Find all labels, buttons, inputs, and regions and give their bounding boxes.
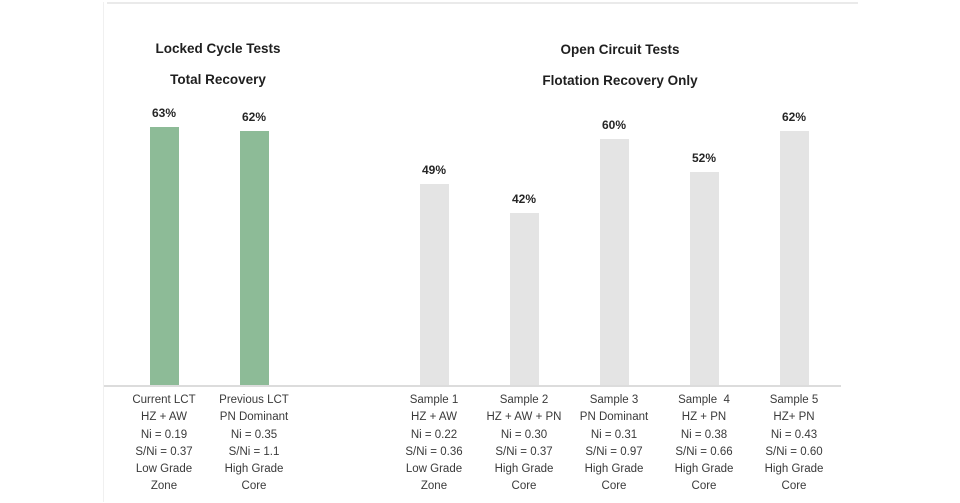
bar-value-label: 52% (691, 151, 717, 165)
category-line: HZ + AW (141, 411, 187, 424)
category-line: Core (511, 480, 537, 493)
bar-category-label: Sample 3 PN Dominant Ni = 0.31 S/Ni = 0.97 H… (554, 392, 674, 496)
bar-value-label: 49% (421, 163, 447, 177)
category-line: HZ + PN (681, 411, 727, 424)
category-line: Core (781, 480, 807, 493)
category-line: Current LCT (132, 394, 196, 406)
category-line: Ni = 0.30 (500, 428, 548, 441)
chart-frame-left-border (103, 2, 104, 502)
category-line: Previous LCT (219, 394, 289, 406)
category-line: High Grade (764, 463, 824, 476)
category-line: Ni = 0.35 (230, 428, 278, 441)
category-line: Sample 2 (499, 394, 549, 406)
category-line: Zone (420, 480, 448, 493)
category-line: Core (241, 480, 267, 493)
chart-frame-top-border (107, 2, 858, 4)
category-line: S/Ni = 0.36 (405, 445, 463, 458)
category-line: S/Ni = 0.37 (135, 445, 193, 458)
category-line: Ni = 0.22 (410, 428, 458, 441)
category-line: High Grade (224, 463, 284, 476)
category-line: Ni = 0.43 (770, 428, 818, 441)
bar-value-label: 63% (151, 106, 177, 120)
category-line: Core (601, 480, 627, 493)
category-line: PN Dominant (579, 411, 649, 424)
bar-category-label: Sample 5 HZ+ PN Ni = 0.43 S/Ni = 0.60 High G… (734, 392, 854, 496)
bar-category-label: Sample 4 HZ + PN Ni = 0.38 S/Ni = 0.66 High … (644, 392, 764, 496)
bar-lct-1 (149, 127, 179, 385)
category-line: Core (691, 480, 717, 493)
category-line: HZ + AW + PN (486, 411, 562, 424)
total-recovery-subtitle: Total Recovery (170, 72, 266, 87)
category-line: PN Dominant (219, 411, 289, 424)
bar-sample-2 (509, 213, 539, 385)
category-line: Zone (150, 480, 178, 493)
category-line: S/Ni = 0.97 (585, 445, 643, 458)
category-line: Ni = 0.31 (590, 428, 638, 441)
category-line: S/Ni = 1.1 (228, 445, 280, 458)
category-line: Sample 4 (678, 394, 730, 406)
bar-sample-5 (779, 131, 809, 385)
x-axis-line (104, 385, 841, 387)
category-line: S/Ni = 0.37 (495, 445, 553, 458)
category-line: HZ + AW (411, 411, 457, 424)
bar-sample-3 (599, 139, 629, 385)
category-line: Low Grade (405, 463, 463, 476)
category-line: Sample 5 (769, 394, 819, 406)
category-line: High Grade (494, 463, 554, 476)
open-circuit-tests-title: Open Circuit Tests (560, 42, 680, 57)
category-line: Ni = 0.19 (140, 428, 188, 441)
category-line: Sample 1 (409, 394, 459, 406)
bar-sample-1 (419, 184, 449, 385)
bar-category-label: Current LCT HZ + AW Ni = 0.19 S/Ni = 0.37 Lo… (104, 392, 224, 496)
flotation-recovery-subtitle: Flotation Recovery Only (542, 73, 698, 88)
category-line: High Grade (584, 463, 644, 476)
category-line: HZ+ PN (773, 411, 815, 424)
bar-value-label: 42% (511, 192, 537, 206)
bar-category-label: Previous LCT PN Dominant Ni = 0.35 S/Ni = 1… (194, 392, 314, 496)
locked-cycle-tests-title: Locked Cycle Tests (155, 41, 281, 56)
bar-value-label: 62% (241, 110, 267, 124)
bar-value-label: 62% (781, 110, 807, 124)
category-line: Sample 3 (589, 394, 639, 406)
category-line: Ni = 0.38 (680, 428, 728, 441)
category-line: S/Ni = 0.66 (675, 445, 733, 458)
category-line: Low Grade (135, 463, 193, 476)
bar-category-label: Sample 1 HZ + AW Ni = 0.22 S/Ni = 0.36 Low G… (374, 392, 494, 496)
bar-sample-4 (689, 172, 719, 385)
bar-lct-2 (239, 131, 269, 385)
category-line: High Grade (674, 463, 734, 476)
bar-category-label: Sample 2 HZ + AW + PN Ni = 0.30 S/Ni = 0.37… (464, 392, 584, 496)
category-line: S/Ni = 0.60 (765, 445, 823, 458)
bar-value-label: 60% (601, 118, 627, 132)
